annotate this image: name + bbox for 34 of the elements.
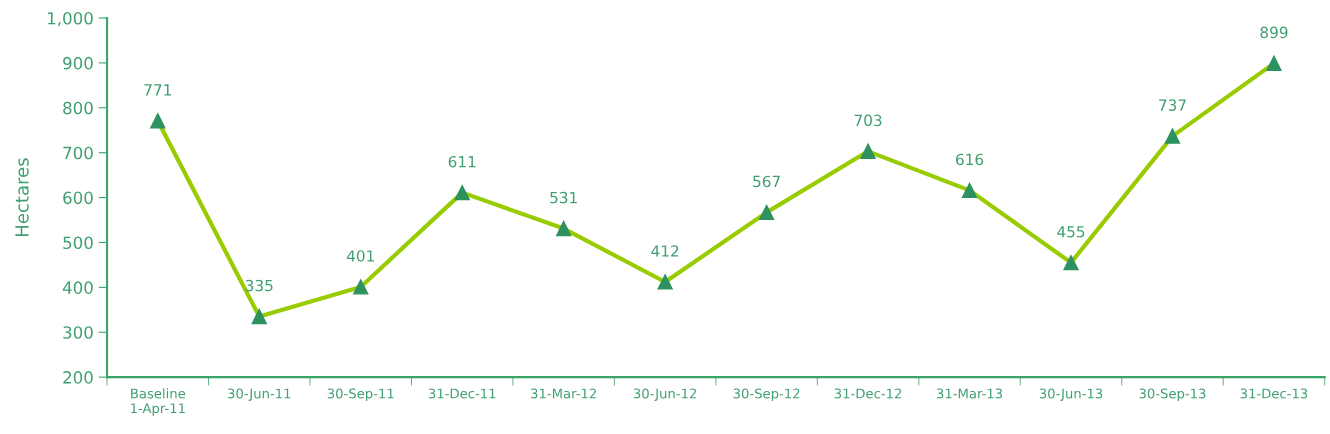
data-label: 335 xyxy=(245,279,273,292)
x-tick-label: 30-Jun-12 xyxy=(633,388,697,401)
x-tick-label: 30-Sep-13 xyxy=(1139,388,1206,402)
data-label: 567 xyxy=(753,175,780,188)
data-label: 531 xyxy=(550,191,577,204)
data-label: 611 xyxy=(448,155,476,168)
y-axis-title: Hectares xyxy=(15,158,29,236)
y-tick-label: 600 xyxy=(63,191,93,205)
data-label: 616 xyxy=(956,153,984,166)
x-tick-label: 31-Mar-12 xyxy=(531,388,596,399)
data-label: 703 xyxy=(854,114,882,127)
x-tick-label: 31-Dec-13 xyxy=(1240,388,1308,399)
data-label: 455 xyxy=(1057,226,1085,238)
data-label: 899 xyxy=(1260,26,1288,39)
x-tick-label: 30-Jun-11 xyxy=(228,388,291,401)
x-tick-label: 31-Dec-12 xyxy=(834,388,902,399)
y-tick-label: 500 xyxy=(63,236,93,250)
data-label: 771 xyxy=(144,84,171,96)
x-tick-label: 30-Jun-13 xyxy=(1039,388,1103,401)
y-tick-label: 700 xyxy=(63,146,93,160)
x-tick-label: 31-Dec-11 xyxy=(428,388,496,399)
data-label: 401 xyxy=(346,250,374,262)
y-tick-label: 900 xyxy=(63,56,93,70)
y-tick-label: 300 xyxy=(63,326,93,339)
data-label: 737 xyxy=(1159,99,1186,111)
x-tick-label: 30-Sep-12 xyxy=(733,388,800,402)
data-label: 412 xyxy=(651,245,679,257)
y-tick-label: 1,000 xyxy=(47,11,93,27)
x-tick-label: 30-Sep-11 xyxy=(327,388,394,402)
x-tick-label: 31-Mar-13 xyxy=(936,388,1003,399)
y-tick-label: 200 xyxy=(63,371,93,384)
x-tick-label: Baseline 1-Apr-11 xyxy=(131,388,186,416)
y-tick-label: 800 xyxy=(63,101,93,115)
y-tick-label: 400 xyxy=(62,281,93,294)
